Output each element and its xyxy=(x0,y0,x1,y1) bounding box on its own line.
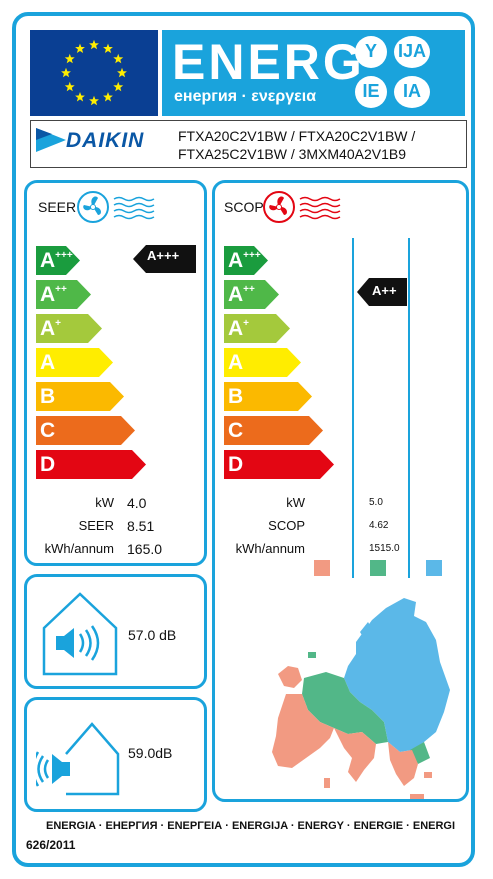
seer-class-label: B xyxy=(40,385,56,408)
energy-banner: ENERG енергия · ενεργεια Y IJA IE IA xyxy=(162,30,465,116)
scop-row-value: 1515.0 xyxy=(369,543,400,554)
daikin-logo-icon xyxy=(36,128,66,152)
eu-star xyxy=(113,81,124,92)
lang-badge-ie: IE xyxy=(355,76,387,108)
indoor-noise-value: 57.0 dB xyxy=(128,627,177,643)
scop-class-label: D xyxy=(228,453,244,476)
seer-row-label: kW xyxy=(95,495,114,510)
eu-star xyxy=(103,92,113,102)
scop-class-label: A++ xyxy=(228,283,255,306)
seer-class-bar: A++ xyxy=(36,280,91,309)
banner-energ-text: ENERG xyxy=(172,34,365,90)
scop-panel xyxy=(212,180,469,802)
heating-fan-icon xyxy=(263,191,341,223)
seer-rating-arrow: A+++ xyxy=(133,245,196,273)
seer-class-bar: B xyxy=(36,382,124,411)
eu-flag xyxy=(30,30,158,116)
eu-star xyxy=(89,39,99,50)
model-line-1: FTXA20C2V1BW / FTXA20C2V1BW / xyxy=(178,128,416,144)
eu-star xyxy=(61,67,71,78)
seer-class-label: A xyxy=(40,351,56,374)
scop-row-value: 5.0 xyxy=(369,497,383,508)
scop-class-bar: A xyxy=(224,348,301,377)
scop-class-bar: C xyxy=(224,416,323,445)
scop-class-label: A+++ xyxy=(228,249,261,272)
eu-star xyxy=(89,95,99,106)
scop-column-divider-2 xyxy=(408,238,410,578)
lang-badge-y: Y xyxy=(355,36,387,68)
seer-rating-text: A+++ xyxy=(147,248,180,263)
seer-class-bar: A+ xyxy=(36,314,102,343)
eu-star xyxy=(64,81,75,92)
eu-star xyxy=(117,67,127,78)
daikin-logo-text: DAIKIN xyxy=(66,129,145,152)
energy-label-frame xyxy=(12,12,475,867)
eu-star xyxy=(103,43,113,53)
supplier-box xyxy=(30,120,467,168)
indoor-noise-panel xyxy=(24,574,207,689)
seer-class-label: A+++ xyxy=(40,249,73,272)
model-line-2: FTXA25C2V1BW / 3MXM40A2V1B9 xyxy=(178,146,406,162)
lang-badge-ija: IJA xyxy=(394,36,430,68)
seer-class-label: A++ xyxy=(40,283,67,306)
scop-title: SCOP xyxy=(224,199,264,215)
seer-row-value: 4.0 xyxy=(127,495,147,511)
outdoor-speaker-icon xyxy=(36,722,120,796)
scop-rating-arrow: A++ xyxy=(357,278,407,306)
banner-sub-text: енергия · ενεργεια xyxy=(174,88,317,105)
seer-class-bar: A+++ xyxy=(36,246,80,275)
seer-class-bar: C xyxy=(36,416,135,445)
seer-title: SEER xyxy=(38,199,77,215)
seer-row-value: 165.0 xyxy=(127,541,163,557)
scop-class-bar: B xyxy=(224,382,312,411)
seer-class-bar: D xyxy=(36,450,146,479)
seer-row-label: kWh/annum xyxy=(44,541,114,556)
scop-row-label: kW xyxy=(286,495,305,510)
footer-regulation: 626/2011 xyxy=(26,838,76,852)
seer-class-label: C xyxy=(40,419,56,442)
scop-class-label: B xyxy=(228,385,244,408)
seer-panel xyxy=(24,180,207,566)
lang-badge-ia: IA xyxy=(394,76,430,108)
eu-star xyxy=(75,92,85,102)
scop-row-value: 4.62 xyxy=(369,520,389,531)
climate-zone-average-swatch xyxy=(370,560,386,576)
seer-class-bar: A xyxy=(36,348,113,377)
eu-stars-icon xyxy=(61,39,127,106)
climate-zone-cold-swatch xyxy=(426,560,442,576)
scop-column-divider-1 xyxy=(352,238,354,578)
eu-star xyxy=(64,53,75,64)
seer-row-value: 8.51 xyxy=(127,518,155,534)
outdoor-noise-value: 59.0dB xyxy=(128,745,173,761)
eu-star xyxy=(113,53,124,64)
indoor-speaker-icon xyxy=(42,592,118,676)
climate-zone-warm-swatch xyxy=(314,560,330,576)
seer-row-label: SEER xyxy=(78,518,114,533)
outdoor-noise-panel xyxy=(24,697,207,812)
seer-class-label: D xyxy=(40,453,56,476)
seer-class-label: A+ xyxy=(40,317,62,340)
scop-class-label: C xyxy=(228,419,244,442)
footer-languages: ENERGIA · ЕНЕРГИЯ · ΕΝΕΡΓΕΙΑ · ENERGIJA … xyxy=(46,820,456,832)
scop-row-label: kWh/annum xyxy=(235,541,305,556)
scop-row-label: SCOP xyxy=(268,518,305,533)
cooling-fan-icon xyxy=(77,191,155,223)
scop-class-bar: A+++ xyxy=(224,246,268,275)
scop-class-bar: A++ xyxy=(224,280,279,309)
scop-class-label: A xyxy=(228,351,244,374)
europe-climate-map xyxy=(272,598,450,799)
scop-rating-text: A++ xyxy=(372,283,397,298)
scop-class-label: A+ xyxy=(228,317,250,340)
scop-class-bar: A+ xyxy=(224,314,290,343)
scop-class-bar: D xyxy=(224,450,334,479)
eu-star xyxy=(75,43,85,53)
